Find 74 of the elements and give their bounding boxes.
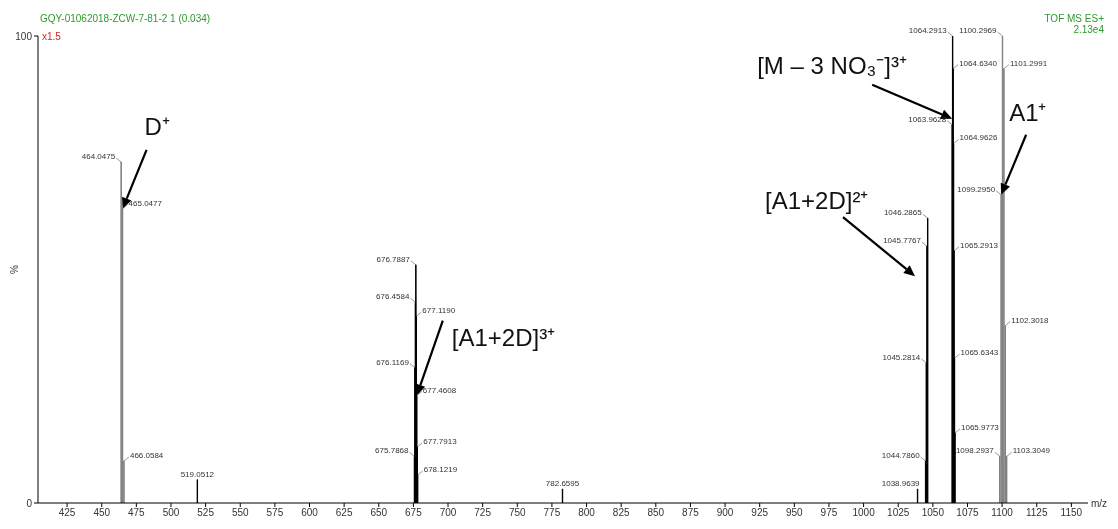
y-tick-label: 0	[26, 497, 33, 509]
x-tick-label: 1050	[921, 507, 945, 519]
annotation: D⁺	[144, 112, 170, 140]
annotation: 676.4584	[376, 292, 410, 302]
annotation: 1099.2950	[957, 184, 996, 194]
annotation: 1065.9773	[960, 422, 1000, 432]
annotation: 678.1219	[423, 464, 458, 474]
chart-title: GQY-01062018-ZCW-7-81-2 1 (0.034)	[40, 13, 211, 24]
x-tick-label: 850	[647, 507, 665, 519]
x-tick-label: 1000	[852, 507, 876, 519]
annotation: 466.0584	[129, 450, 164, 460]
annotation: [M – 3 NO₃⁻]³⁺	[757, 51, 907, 79]
x-tick-label: 950	[785, 507, 804, 519]
x-tick-label: 825	[612, 507, 630, 519]
annotation: 677.4608	[422, 385, 457, 395]
annotation: 1103.3049	[1012, 446, 1051, 456]
x-tick-label: 800	[578, 507, 596, 519]
x-tick-label: 875	[682, 507, 700, 519]
x-tick-label: 425	[58, 507, 76, 519]
annotation: [A1+2D]³⁺	[451, 323, 556, 351]
annotation: 782.6595	[545, 478, 580, 488]
annotation: [A1+2D]²⁺	[765, 187, 869, 215]
annotation: 1098.2937	[955, 446, 995, 456]
annotation: 1064.2913	[908, 26, 948, 35]
annotation: 676.1169	[376, 357, 410, 367]
x-tick-label: 1100	[991, 507, 1014, 519]
x-tick-label: 1075	[956, 507, 980, 519]
text: 2.13e4	[1073, 24, 1105, 35]
annotation: 677.7913	[423, 436, 458, 446]
x-tick-label: 1150	[1060, 507, 1083, 519]
x-axis-title: m/z	[1091, 498, 1108, 509]
annotation: x1.5	[42, 31, 62, 42]
annotation: 1045.7767	[883, 236, 922, 246]
x-tick-label: 700	[439, 507, 457, 519]
annotation: 677.1190	[422, 306, 456, 316]
annotation: 465.0477	[128, 198, 163, 208]
x-tick-label: 500	[162, 507, 180, 519]
x-tick-label: 750	[508, 507, 527, 519]
annotation: 1064.9626	[959, 133, 998, 143]
annotation: 1065.2913	[960, 240, 999, 250]
x-tick-label: 650	[370, 507, 388, 519]
y-axis-title: %	[9, 264, 20, 274]
annotation: 1038.9639	[881, 478, 921, 488]
annotation: 1101.2991	[1009, 58, 1048, 68]
annotation: 1046.2865	[883, 208, 923, 218]
y-tick-label: 100	[15, 30, 33, 42]
annotation: 1102.3018	[1011, 315, 1050, 325]
annotation: 1063.9628	[908, 114, 947, 124]
annotation: 676.7887	[376, 254, 411, 264]
x-tick-label: 675	[405, 507, 423, 519]
x-tick-label: 550	[231, 507, 250, 519]
annotation: 1064.6340	[959, 58, 998, 68]
annotation: 1100.2969	[959, 26, 998, 35]
x-tick-label: 1125	[1025, 507, 1048, 519]
x-tick-label: 775	[543, 507, 561, 519]
text: TOF MS ES+	[1044, 13, 1105, 24]
annotation: 1045.2814	[882, 352, 921, 362]
annotation: 1044.7860	[881, 450, 921, 460]
x-tick-label: 1025	[887, 507, 910, 519]
x-tick-label: 575	[266, 507, 284, 519]
x-tick-label: 525	[197, 507, 215, 519]
annotation: A1⁺	[1009, 98, 1047, 126]
x-tick-label: 475	[128, 507, 146, 519]
x-tick-label: 725	[474, 507, 492, 519]
annotation: 464.0475	[81, 152, 116, 162]
x-tick-label: 900	[716, 507, 734, 519]
x-tick-label: 975	[820, 507, 838, 519]
annotation: 519.0512	[180, 469, 215, 479]
annotation: 675.7868	[375, 446, 410, 456]
annotation: 1065.6343	[960, 348, 999, 358]
x-tick-label: 600	[301, 507, 319, 519]
x-tick-label: 450	[93, 507, 111, 519]
x-tick-label: 925	[751, 507, 769, 519]
x-tick-label: 625	[335, 507, 353, 519]
